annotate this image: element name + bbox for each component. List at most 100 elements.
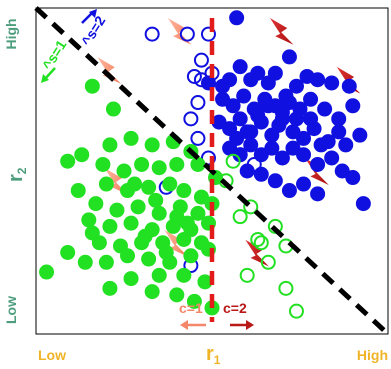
data-point <box>190 205 206 221</box>
series-2 <box>39 78 224 316</box>
data-point <box>281 49 297 65</box>
data-point <box>250 108 266 124</box>
data-point <box>130 199 146 215</box>
data-point <box>243 137 259 153</box>
data-point <box>102 218 118 234</box>
data-point <box>243 199 259 215</box>
s2-arrowhead-icon <box>89 9 97 18</box>
data-point <box>303 111 319 127</box>
data-point <box>176 183 192 199</box>
data-point <box>296 176 312 192</box>
data-point <box>141 251 157 267</box>
data-point <box>197 274 213 290</box>
data-point <box>267 173 283 189</box>
data-point <box>310 72 326 88</box>
data-point <box>190 156 206 172</box>
data-point <box>81 212 97 228</box>
data-point <box>144 26 160 42</box>
data-point <box>200 26 216 42</box>
points-layer <box>39 10 371 319</box>
data-point <box>288 303 304 319</box>
data-point <box>288 78 304 94</box>
s1-arrowhead-icon <box>41 74 49 83</box>
data-point <box>281 183 297 199</box>
data-point <box>169 287 185 303</box>
data-point <box>232 59 248 75</box>
data-point <box>324 150 340 166</box>
light-red-lightning-icon <box>97 57 122 84</box>
data-point <box>225 98 241 114</box>
data-point <box>296 130 312 146</box>
c1-label: c=1 <box>179 300 203 316</box>
data-point <box>102 280 118 296</box>
data-point <box>70 183 86 199</box>
data-point <box>222 72 238 88</box>
data-point <box>264 140 280 156</box>
x-tick-high: High <box>357 347 388 363</box>
data-point <box>229 10 245 26</box>
data-point <box>144 284 160 300</box>
data-point <box>60 245 76 260</box>
data-point <box>169 209 185 225</box>
data-point <box>183 111 199 127</box>
data-point <box>123 215 139 231</box>
data-point <box>105 101 121 117</box>
data-point <box>341 78 357 94</box>
data-point <box>186 68 202 84</box>
data-point <box>338 137 354 153</box>
data-point <box>239 163 255 179</box>
x-axis-title: r1 <box>206 343 221 367</box>
y-tick-low: Low <box>3 296 19 324</box>
data-point <box>88 196 104 212</box>
data-point <box>95 156 111 172</box>
data-point <box>355 196 371 212</box>
data-point <box>225 153 241 169</box>
data-point <box>190 95 206 111</box>
c2-arrow-icon <box>230 320 254 330</box>
data-point <box>288 111 304 127</box>
data-point <box>236 88 252 104</box>
data-point <box>134 156 150 172</box>
x-tick-low: Low <box>38 347 66 363</box>
data-point <box>274 150 290 166</box>
light-red-lightning-icon <box>104 167 129 195</box>
data-point <box>176 231 192 247</box>
data-point <box>232 147 248 163</box>
data-point <box>239 124 255 140</box>
data-point <box>278 280 294 296</box>
data-point <box>310 186 326 202</box>
data-point <box>109 202 125 218</box>
data-point <box>176 267 192 283</box>
data-point <box>162 176 178 192</box>
data-point <box>246 156 262 172</box>
data-point <box>296 147 312 163</box>
data-point <box>232 209 248 225</box>
data-point <box>151 160 167 176</box>
data-point <box>345 170 361 186</box>
data-point <box>331 111 347 127</box>
data-point <box>127 176 143 192</box>
data-point <box>148 192 164 208</box>
data-point <box>317 101 333 117</box>
data-point <box>169 156 185 172</box>
data-point <box>123 271 139 287</box>
light-red-lightning-icon <box>164 229 188 257</box>
data-point <box>84 78 100 94</box>
data-point <box>310 156 326 172</box>
data-point <box>98 176 114 192</box>
data-point <box>253 235 269 251</box>
data-point <box>77 254 93 270</box>
data-point <box>84 225 100 241</box>
data-point <box>239 267 255 283</box>
data-point <box>331 124 347 140</box>
data-point <box>158 245 174 260</box>
data-point <box>186 293 202 309</box>
data-point <box>190 130 206 146</box>
data-point <box>74 147 90 163</box>
diagonal-boundary-line <box>34 6 390 336</box>
data-point <box>102 137 118 153</box>
data-point <box>253 166 269 182</box>
dark-red-lightning-icon <box>269 18 294 45</box>
data-point <box>116 163 132 179</box>
